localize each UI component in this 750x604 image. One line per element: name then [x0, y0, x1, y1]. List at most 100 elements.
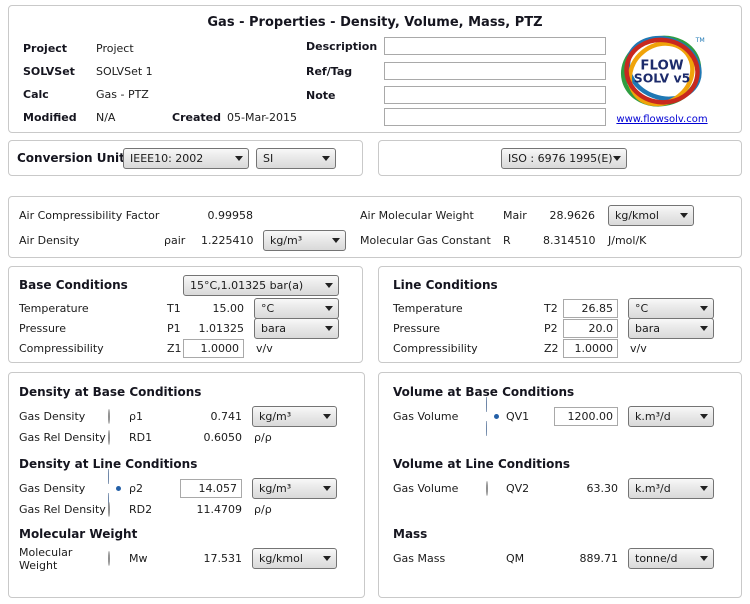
- line-temperature-input[interactable]: [563, 299, 618, 318]
- volume-line-symbol: QV2: [506, 482, 530, 495]
- density-base-gas-unit: kg/m³: [259, 410, 292, 423]
- conversion-unit-panel: Conversion Unit IEEE10: 2002 SI: [8, 140, 363, 176]
- chevron-down-icon: [322, 156, 330, 161]
- volume-base-label: Gas Volume: [393, 410, 459, 423]
- chevron-down-icon: [323, 486, 331, 491]
- base-temperature-label: Temperature: [19, 302, 89, 315]
- unit-system-dropdown[interactable]: SI: [256, 148, 336, 169]
- density-base-rel-label: Gas Rel Density: [19, 431, 106, 444]
- solvset-label: SOLVSet: [23, 65, 75, 78]
- volume-base-unit: k.m³/d: [635, 410, 671, 423]
- line-temperature-unit-dropdown[interactable]: °C: [628, 298, 714, 319]
- project-label: Project: [23, 42, 68, 55]
- chevron-down-icon: [613, 156, 621, 161]
- unit-system-value: SI: [263, 152, 274, 165]
- gas-constant-value: 8.314510: [543, 234, 596, 247]
- base-compressibility-input[interactable]: [183, 339, 244, 358]
- description-input[interactable]: [384, 37, 606, 55]
- mass-heading: Mass: [393, 527, 428, 541]
- molecular-weight-unit-dropdown[interactable]: kg/kmol: [252, 548, 337, 569]
- line-pressure-unit-dropdown[interactable]: bara: [628, 318, 714, 339]
- note-input[interactable]: [384, 86, 606, 104]
- density-line-gas-input[interactable]: [180, 479, 242, 498]
- chevron-down-icon: [325, 306, 333, 311]
- volume-mass-panel: Volume at Base Conditions Gas Volume QV1…: [378, 372, 742, 598]
- iso-standard-dropdown[interactable]: ISO : 6976 1995(E): [501, 148, 627, 169]
- air-density-unit-dropdown[interactable]: kg/m³: [263, 230, 346, 251]
- conversion-unit-label: Conversion Unit: [17, 151, 125, 165]
- page-title: Gas - Properties - Density, Volume, Mass…: [207, 15, 543, 30]
- flowsolv-logo: TM FLOW SOLV v5: [620, 35, 705, 107]
- line-compressibility-label: Compressibility: [393, 342, 478, 355]
- density-base-rel-unit: ρ/ρ: [254, 431, 272, 444]
- line-conditions-panel: Line Conditions Temperature T2 °C Pressu…: [378, 266, 742, 363]
- density-base-rel-radio[interactable]: [108, 430, 110, 445]
- chevron-down-icon: [700, 486, 708, 491]
- line-compressibility-input[interactable]: [563, 339, 618, 358]
- solvset-value: SOLVSet 1: [96, 65, 153, 78]
- volume-line-heading: Volume at Line Conditions: [393, 457, 571, 471]
- molecular-weight-heading: Molecular Weight: [19, 527, 138, 541]
- note-extra-input[interactable]: [384, 108, 606, 126]
- gas-mass-unit-dropdown[interactable]: tonne/d: [628, 548, 714, 569]
- base-pressure-unit-dropdown[interactable]: bara: [254, 318, 339, 339]
- density-base-gas-symbol: ρ1: [129, 410, 143, 423]
- line-compressibility-symbol: Z2: [544, 342, 559, 355]
- volume-base-symbol: QV1: [506, 410, 530, 423]
- gas-constant-unit: J/mol/K: [608, 234, 647, 247]
- chevron-down-icon: [700, 556, 708, 561]
- description-label: Description: [306, 40, 378, 53]
- chevron-down-icon: [323, 414, 331, 419]
- iso-standard-panel: ISO : 6976 1995(E): [378, 140, 742, 176]
- density-line-rel-value: 11.4709: [196, 503, 243, 516]
- air-mol-weight-unit-dropdown[interactable]: kg/kmol: [608, 205, 694, 226]
- air-compressibility-value: 0.99958: [207, 209, 254, 222]
- air-density-label: Air Density: [19, 234, 80, 247]
- base-temperature-unit: °C: [261, 302, 275, 315]
- molecular-weight-value: 17.531: [203, 552, 243, 565]
- air-density-value: 1.225410: [201, 234, 254, 247]
- created-value: 05-Mar-2015: [227, 111, 297, 124]
- logo-trademark: TM: [695, 37, 705, 44]
- density-line-rel-label: Gas Rel Density: [19, 503, 106, 516]
- volume-line-radio[interactable]: [486, 481, 488, 496]
- density-line-rel-radio[interactable]: [108, 502, 110, 517]
- conversion-standard-dropdown[interactable]: IEEE10: 2002: [123, 148, 249, 169]
- chevron-down-icon: [680, 213, 688, 218]
- volume-line-unit-dropdown[interactable]: k.m³/d: [628, 478, 714, 499]
- base-pressure-symbol: P1: [167, 322, 181, 335]
- flowsolv-link[interactable]: www.flowsolv.com: [616, 114, 708, 125]
- density-base-gas-radio[interactable]: [108, 409, 110, 424]
- chevron-down-icon: [235, 156, 243, 161]
- chevron-down-icon: [700, 414, 708, 419]
- air-mol-weight-label: Air Molecular Weight: [360, 209, 474, 222]
- gas-constant-symbol: R: [503, 234, 511, 247]
- base-conditions-heading: Base Conditions: [19, 278, 128, 292]
- modified-value: N/A: [96, 111, 116, 124]
- density-base-rel-value: 0.6050: [203, 431, 243, 444]
- density-base-gas-value: 0.741: [210, 410, 243, 423]
- base-temperature-value: 15.00: [212, 302, 245, 315]
- iso-standard-value: ISO : 6976 1995(E): [508, 152, 613, 165]
- volume-base-unit-dropdown[interactable]: k.m³/d: [628, 406, 714, 427]
- calc-value: Gas - PTZ: [96, 88, 149, 101]
- density-base-gas-unit-dropdown[interactable]: kg/m³: [252, 406, 337, 427]
- density-line-gas-symbol: ρ2: [129, 482, 143, 495]
- molecular-weight-radio[interactable]: [108, 551, 110, 566]
- density-line-gas-label: Gas Density: [19, 482, 86, 495]
- base-temperature-unit-dropdown[interactable]: °C: [254, 298, 339, 319]
- reftag-input[interactable]: [384, 62, 606, 80]
- volume-base-radio[interactable]: [486, 397, 506, 436]
- created-label: Created: [172, 111, 221, 124]
- base-preset-value: 15°C,1.01325 bar(a): [190, 279, 304, 292]
- chevron-down-icon: [323, 556, 331, 561]
- density-line-gas-unit-dropdown[interactable]: kg/m³: [252, 478, 337, 499]
- gas-mass-unit: tonne/d: [635, 552, 678, 565]
- line-pressure-input[interactable]: [563, 319, 618, 338]
- conversion-standard-value: IEEE10: 2002: [130, 152, 204, 165]
- line-pressure-label: Pressure: [393, 322, 440, 335]
- density-panel: Density at Base Conditions Gas Density ρ…: [8, 372, 365, 598]
- volume-base-input[interactable]: [554, 407, 618, 426]
- chevron-down-icon: [700, 306, 708, 311]
- base-preset-dropdown[interactable]: 15°C,1.01325 bar(a): [183, 275, 339, 296]
